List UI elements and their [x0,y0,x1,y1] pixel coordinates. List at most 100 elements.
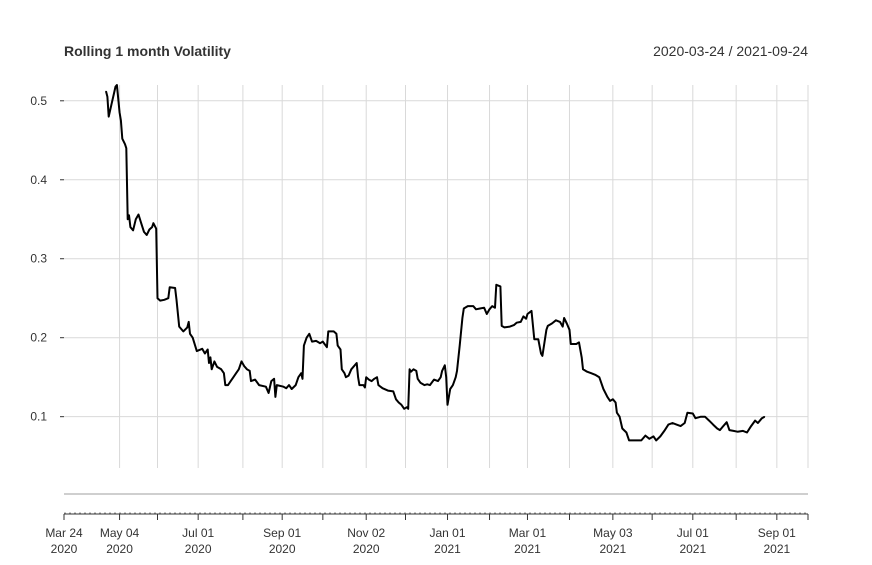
data-point [540,352,542,355]
data-point [303,345,305,347]
series-layer [105,84,766,442]
data-point [143,231,145,233]
data-point [140,222,142,224]
data-point [440,376,442,378]
x-tick-label: Jan 01 [430,526,466,540]
data-point [449,388,451,390]
data-point [178,326,180,328]
data-point [348,375,350,377]
data-point [598,376,600,378]
x-tick-label: Jul 01 [677,526,709,540]
data-point [640,439,642,441]
data-point [129,226,131,228]
data-point [116,84,118,86]
data-point [295,384,297,386]
data-point [308,333,310,335]
data-point [455,376,457,378]
data-point [486,313,488,315]
y-tick-label: 0.3 [30,252,47,266]
x-tick-year-label: 2020 [106,542,133,556]
data-point [230,380,232,382]
data-point [155,228,157,230]
data-point [586,371,588,373]
data-point [575,343,577,345]
data-point [159,300,161,302]
data-point [224,384,226,386]
data-point [680,425,682,427]
data-point [423,384,426,386]
data-point [220,368,222,370]
data-point [227,384,229,386]
data-point [188,321,190,323]
data-point [246,368,248,370]
data-point [270,380,272,382]
data-point [475,308,477,310]
data-point [547,325,549,327]
data-point [659,435,661,437]
x-tick-year-label: 2021 [600,542,627,556]
data-point [300,372,302,374]
data-point [368,379,370,381]
x-tick-label: May 03 [593,526,633,540]
data-point [525,318,527,320]
data-point [750,425,752,427]
data-point [209,356,211,358]
data-point [684,422,686,424]
data-point [152,222,154,224]
data-point [235,372,237,374]
x-tick-label: Mar 01 [509,526,547,540]
data-point [163,299,165,301]
data-point [238,368,240,370]
data-point [182,330,184,332]
data-point [364,386,366,389]
data-point [499,285,501,287]
x-tick-label: May 04 [100,526,140,540]
data-point [174,287,176,289]
data-point [192,337,194,339]
data-point [403,408,405,410]
data-point [128,214,130,216]
data-point [719,429,721,431]
chart-title: Rolling 1 month Volatility [64,43,231,59]
data-point [667,424,670,426]
data-point [742,430,744,432]
data-point [254,379,256,381]
data-point [671,422,674,424]
data-point [594,374,596,376]
x-tick-year-label: 2020 [353,542,380,556]
data-point [207,348,209,351]
data-point [686,412,689,414]
data-point [335,333,337,335]
data-point [655,439,657,441]
data-point [467,305,469,307]
data-point [240,360,243,362]
data-point [429,384,431,386]
data-point [169,286,171,288]
data-point [167,297,169,299]
data-point [615,401,617,404]
data-point [461,317,463,319]
data-point [426,383,428,385]
data-point [175,299,178,301]
data-point [146,234,148,236]
data-point [125,147,127,149]
data-point [761,417,763,419]
data-point [232,376,234,378]
data-point [520,321,522,323]
y-axis: 0.1 0.2 0.3 0.4 0.5 [30,94,64,424]
x-tick-year-label: 2020 [51,542,78,556]
data-point [274,396,276,398]
data-point [319,342,321,344]
data-point [326,346,328,348]
data-point [357,376,359,378]
data-point [362,384,365,386]
data-point [694,417,697,419]
data-point [563,317,565,319]
data-point [757,422,759,424]
data-point [121,138,123,140]
data-point [541,355,544,357]
data-point [644,435,647,437]
data-point [472,305,474,307]
data-point [415,370,417,372]
